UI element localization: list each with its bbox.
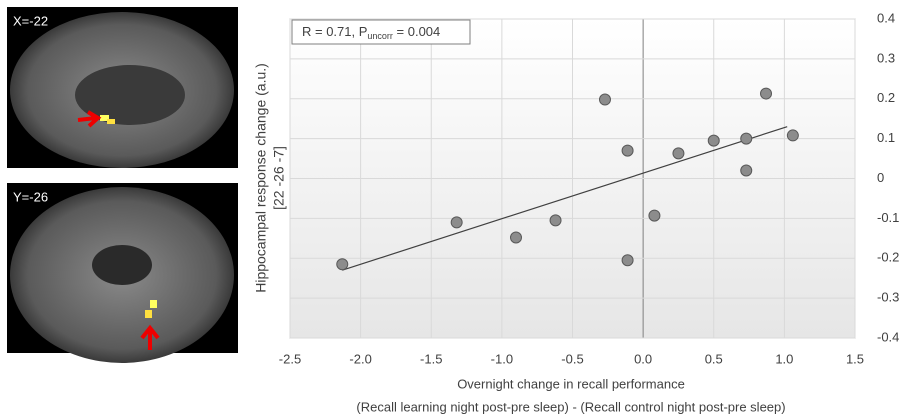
data-point — [761, 88, 772, 99]
y-tick-label: -0.4 — [877, 329, 899, 344]
data-point — [550, 215, 561, 226]
y-tick-label: -0.1 — [877, 210, 899, 225]
x-tick-label: -2.5 — [279, 351, 301, 366]
data-point — [708, 135, 719, 146]
annotation-subscript: uncorr — [367, 31, 393, 41]
x-axis-label: Overnight change in recall performance — [457, 376, 685, 391]
annotation-text: R = 0.71, P — [302, 24, 367, 39]
y-tick-label: -0.2 — [877, 250, 899, 265]
x-tick-label: -1.5 — [420, 351, 442, 366]
annotation-text: = 0.004 — [393, 24, 440, 39]
x-tick-label: 1.5 — [846, 351, 864, 366]
y-axis-label: Hippocampal response change (a.u.) — [253, 63, 269, 293]
x-tick-label: -2.0 — [349, 351, 371, 366]
x-axis-label: (Recall learning night post-pre sleep) -… — [356, 399, 785, 414]
y-axis-label: [22 -26 -7] — [271, 146, 287, 210]
x-tick-label: 1.0 — [775, 351, 793, 366]
x-tick-label: -0.5 — [561, 351, 583, 366]
data-point — [622, 255, 633, 266]
x-tick-label: 0.0 — [634, 351, 652, 366]
figure: X=-22 Y=-26 R = 0.71, Puncorr = 0.004 Ov… — [0, 0, 903, 419]
data-point — [741, 133, 752, 144]
y-tick-label: 0.2 — [877, 90, 895, 105]
data-point — [649, 210, 660, 221]
y-tick-label: 0.1 — [877, 130, 895, 145]
brain-image-coronal: Y=-26 — [7, 183, 238, 363]
data-point — [741, 165, 752, 176]
data-point — [599, 94, 610, 105]
panel-label: X=-22 — [13, 13, 48, 28]
data-point — [787, 130, 798, 141]
y-tick-label: 0.4 — [877, 10, 895, 25]
y-tick-label: 0.3 — [877, 50, 895, 65]
y-tick-label: 0 — [877, 170, 884, 185]
data-point — [511, 232, 522, 243]
x-tick-label: 0.5 — [705, 351, 723, 366]
panel-label: Y=-26 — [13, 189, 48, 204]
data-point — [451, 217, 462, 228]
data-point — [622, 145, 633, 156]
x-tick-label: -1.0 — [491, 351, 513, 366]
brain-image-sagittal: X=-22 — [7, 7, 238, 168]
data-point — [337, 259, 348, 270]
y-tick-label: -0.3 — [877, 290, 899, 305]
data-point — [673, 148, 684, 159]
